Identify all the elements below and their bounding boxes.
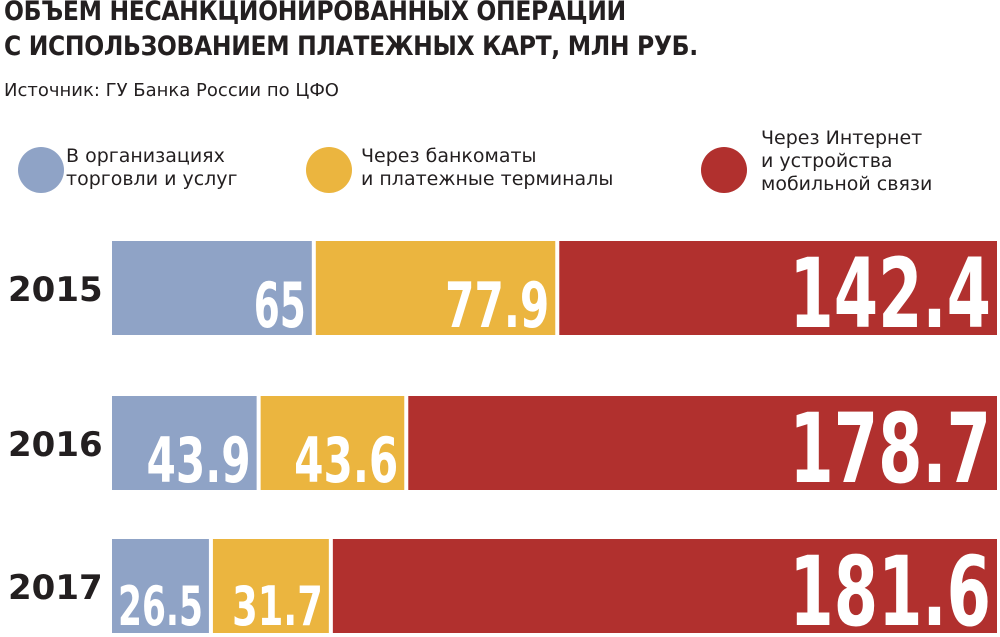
legend-label-line: и устройства bbox=[761, 150, 893, 172]
legend-label-line: мобильной связи bbox=[761, 173, 933, 195]
bar-row-2017: 2017 26.5 31.7 181.6 bbox=[8, 536, 998, 637]
category-label-2016: 2016 bbox=[8, 425, 103, 465]
bar-internet-2017 bbox=[332, 539, 998, 633]
bar-internet-2015 bbox=[559, 241, 997, 335]
legend-label-atm: Через банкоматы и платежные терминалы bbox=[361, 145, 613, 191]
value-label-retail-2017: 26.5 bbox=[118, 575, 203, 637]
chart-title-line-2: С ИСПОЛЬЗОВАНИЕМ ПЛАТЕЖНЫХ КАРТ, МЛН РУБ… bbox=[4, 31, 698, 62]
legend-label-line: Через Интернет bbox=[761, 127, 923, 149]
legend-swatch-atm bbox=[306, 147, 352, 193]
bar-internet-2016 bbox=[408, 396, 997, 490]
legend-label-line: Через банкоматы bbox=[361, 145, 537, 167]
value-label-internet-2017: 181.6 bbox=[789, 536, 991, 637]
bar-row-2016: 2016 43.9 43.6 178.7 bbox=[8, 393, 997, 505]
legend-label-line: торговли и услуг bbox=[66, 168, 238, 190]
value-label-atm-2016: 43.6 bbox=[294, 424, 398, 497]
legend-label-line: и платежные терминалы bbox=[361, 168, 614, 190]
bar-row-2015: 2015 65 77.9 142.4 bbox=[8, 238, 997, 350]
legend-label-line: В организациях bbox=[66, 145, 225, 167]
value-label-retail-2015: 65 bbox=[254, 269, 306, 342]
bar-retail-2016 bbox=[112, 396, 257, 490]
value-label-retail-2016: 43.9 bbox=[146, 424, 250, 497]
bar-atm-2017 bbox=[212, 539, 329, 633]
value-label-atm-2017: 31.7 bbox=[232, 575, 323, 637]
chart-title-line-1: ОБЪЕМ НЕСАНКЦИОНИРОВАННЫХ ОПЕРАЦИЙ bbox=[4, 0, 626, 27]
value-label-internet-2015: 142.4 bbox=[789, 238, 991, 350]
legend-label-retail: В организациях торговли и услуг bbox=[66, 145, 238, 191]
source-note: Источник: ГУ Банка России по ЦФО bbox=[4, 80, 339, 101]
legend-swatch-internet bbox=[701, 147, 747, 193]
bar-atm-2015 bbox=[315, 241, 556, 335]
value-label-internet-2016: 178.7 bbox=[789, 393, 991, 505]
value-label-atm-2015: 77.9 bbox=[445, 269, 549, 342]
bar-retail-2017 bbox=[112, 539, 209, 633]
legend-swatch-retail bbox=[18, 147, 64, 193]
chart-title: ОБЪЕМ НЕСАНКЦИОНИРОВАННЫХ ОПЕРАЦИЙ С ИСП… bbox=[4, 0, 698, 64]
bar-atm-2016 bbox=[260, 396, 405, 490]
category-label-2017: 2017 bbox=[8, 568, 103, 608]
category-label-2015: 2015 bbox=[8, 270, 103, 310]
legend-label-internet: Через Интернет и устройства мобильной св… bbox=[761, 127, 932, 196]
bar-retail-2015 bbox=[112, 241, 312, 335]
